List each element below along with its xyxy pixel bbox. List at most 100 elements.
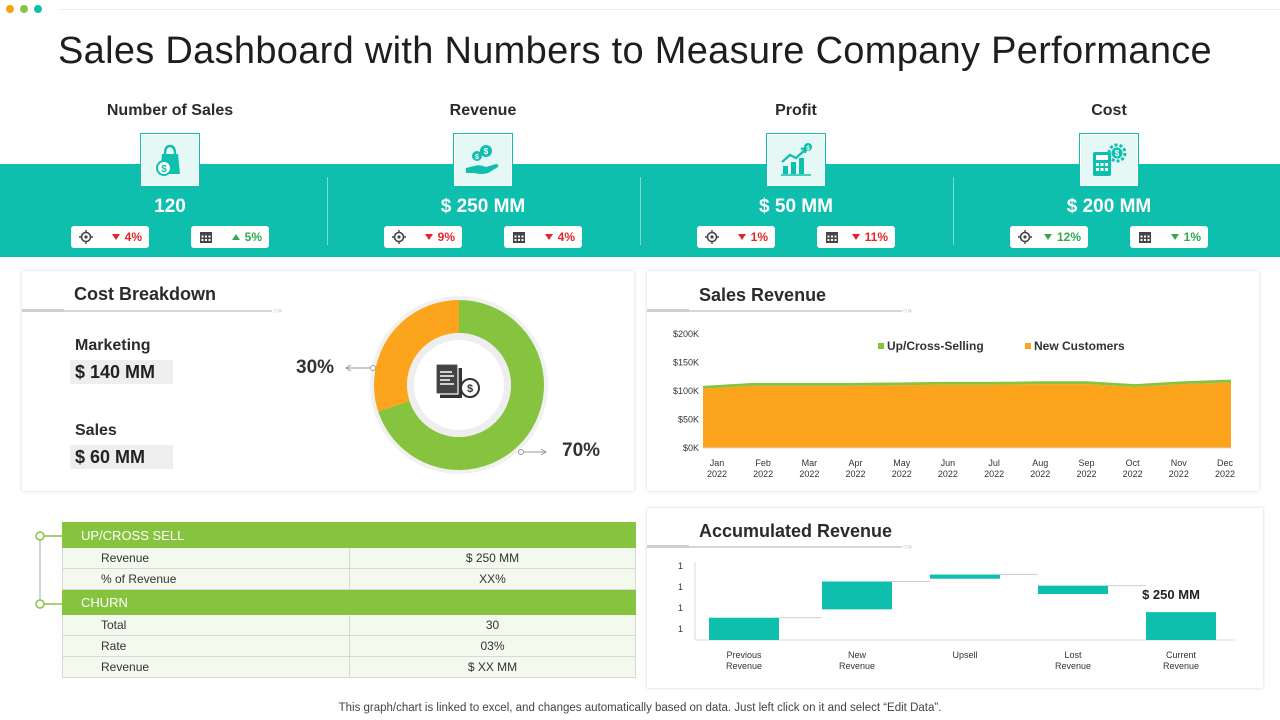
green-segment [378,300,544,470]
table-row: Rate 03% [62,635,636,657]
calendar-icon [200,232,212,243]
x-tick-label: Dec 2022 [1215,458,1235,479]
row-label: Rate [62,635,350,657]
down-arrow-icon [544,234,553,240]
svg-text:$: $ [1115,149,1120,158]
callout-70 [518,448,547,456]
badge-value: 1% [750,230,768,244]
cost-breakdown-underline: ○» [22,306,282,315]
x-tick-label: Lost Revenue [1055,650,1091,671]
calendar-icon [1139,232,1151,243]
sales-revenue-title: Sales Revenue [699,285,827,305]
table-section-header: UP/CROSS SELL [62,522,636,548]
target-icon [705,230,719,244]
sales-revenue-underline: ○» [647,306,912,315]
badge-value: 1% [1183,230,1201,244]
svg-text:$: $ [475,154,479,161]
page-title: Sales Dashboard with Numbers to Measure … [58,30,1212,72]
kpi-label: Revenue [449,102,517,119]
table-connector [35,531,64,609]
x-tick-label: Feb 2022 [753,458,773,479]
calendar-icon [826,232,838,243]
down-arrow-icon [1043,234,1052,240]
y-tick-label: $100K [673,386,699,396]
y-tick-label: $150K [673,358,699,368]
x-tick-label: Jun 2022 [938,458,958,479]
calculator-gear-icon: $ [1080,134,1138,186]
waterfall-bar-previous-revenue [709,617,779,640]
x-tick-label: May 2022 [892,458,912,479]
y-tick-label: $0K [683,443,699,453]
legend-swatch-up-cross-selling [878,343,884,349]
badge-value: 12% [1056,230,1081,244]
target-badge: 1% [697,226,775,248]
badge-value: 9% [437,230,455,244]
down-arrow-icon [737,234,746,240]
x-tick-label: Previous Revenue [726,650,762,671]
sales-revenue-chart: $0K $50K $100K $150K $200K Jan 2022 Feb 2022 Mar… [673,329,1235,479]
orange-segment [374,300,459,412]
x-tick-label: Sep 2022 [1076,458,1096,479]
chart-legend: Up/Cross-Selling New Customers [878,339,1125,353]
window-dot-teal [34,5,42,13]
kpi-label: Profit [775,102,817,119]
x-tick-label: Current Revenue [1163,650,1199,671]
table-row: Revenue $ 250 MM [62,547,636,569]
cost-donut-chart: $ [345,296,548,474]
row-value: $ XX MM [349,656,636,678]
callout-30 [345,364,376,372]
sales-revenue-panel [647,271,1259,491]
kpi-cost: Cost $ $ 200 MM 12% 1% [959,100,1259,248]
up-arrow-icon [231,234,240,240]
growth-chart-icon: $ [767,134,825,186]
table-row: % of Revenue XX% [62,568,636,590]
down-arrow-icon [424,234,433,240]
target-icon [79,230,93,244]
x-tick-label: Nov 2022 [1169,458,1189,479]
badge-value: 11% [864,230,888,244]
svg-text:$: $ [484,147,489,156]
row-value: 30 [349,614,636,636]
x-tick-label: New Revenue [839,650,875,671]
row-label: % of Revenue [62,568,350,590]
new-customers-area [703,382,1231,448]
badge-value: 5% [244,230,262,244]
down-arrow-icon [111,234,120,240]
waterfall-bar-new-revenue [822,581,892,610]
accumulated-revenue-title: Accumulated Revenue [699,521,893,541]
row-value: 03% [349,635,636,657]
accumulated-revenue-panel [647,508,1263,688]
y-tick-label: $50K [678,415,699,425]
svg-text:$: $ [806,146,810,152]
table-row: Revenue $ XX MM [62,656,636,678]
y-tick-label: $200K [673,329,699,339]
window-dot-green [20,5,28,13]
window-dot-orange [6,5,14,13]
svg-text:$: $ [467,383,473,395]
y-tick-label: 1 [678,603,683,613]
calendar-badge: 4% [504,226,582,248]
cost-breakdown-title: Cost Breakdown [74,284,217,304]
up-cross-selling-area [703,379,1231,389]
target-icon [392,230,406,244]
current-revenue-label: $ 250 MM [1142,587,1200,602]
kpi-revenue: Revenue $ $ $ 250 MM 9% 4% [333,100,633,248]
kpi-value: $ 250 MM [440,196,526,217]
accumulated-revenue-chart: 1 1 1 1 Previous Revenue New Revenue Upsell Lost… [678,561,1235,671]
shopping-bag-dollar-icon: $ [141,134,199,186]
kpi-divider [327,177,328,245]
legend-new-customers: New Customers [1034,339,1125,353]
waterfall-bar-lost-revenue [1038,585,1108,595]
section-header-churn: CHURN [62,589,636,615]
x-tick-label: Aug 2022 [1030,458,1050,479]
kpi-divider [640,177,641,245]
document-dollar-icon: $ [435,363,480,398]
down-arrow-icon [1170,234,1179,240]
row-label: Revenue [62,547,350,569]
top-divider [60,9,1280,10]
kpi-value: 120 [154,196,186,217]
waterfall-bar-upsell [930,574,1000,579]
x-tick-label: Upsell [952,650,977,660]
sales-label: Sales [75,422,117,439]
x-tick-label: Jan 2022 [707,458,727,479]
